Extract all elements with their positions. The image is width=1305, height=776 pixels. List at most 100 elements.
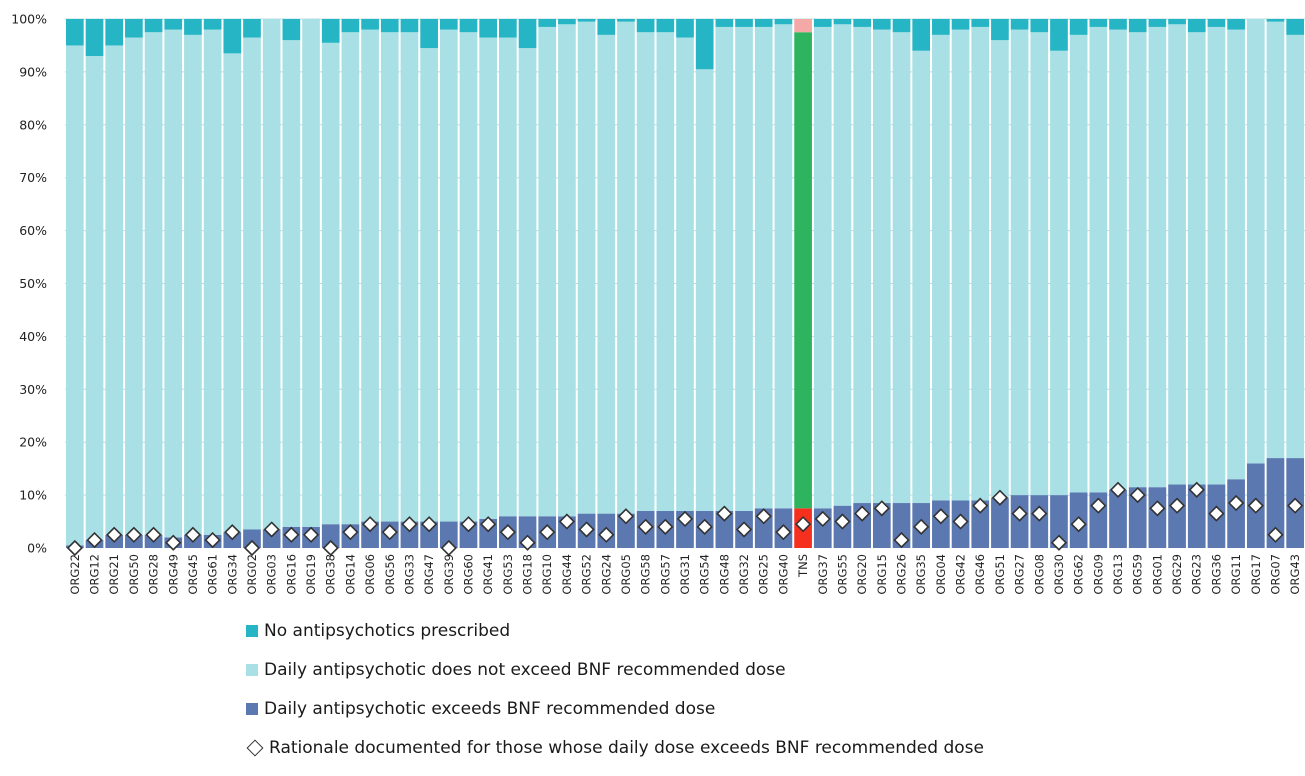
x-tick-label: ORG06 <box>363 554 377 595</box>
bar-segment-none <box>479 19 498 38</box>
x-tick-label: ORG43 <box>1288 554 1302 595</box>
rationale-diamond <box>1011 505 1028 522</box>
x-tick-label: ORG47 <box>422 554 436 595</box>
bar-segment-not-exceed <box>243 37 261 530</box>
bar-segment-none <box>282 19 301 41</box>
bar-segment-none <box>184 19 202 35</box>
bar-segment-none <box>341 19 360 33</box>
rationale-diamond <box>125 526 143 543</box>
rationale-diamond <box>972 497 989 514</box>
bar-segment-none <box>833 19 852 25</box>
diamond-icon <box>246 739 264 757</box>
bar-segment-not-exceed <box>951 29 970 501</box>
bar-segment-not-exceed <box>1128 32 1147 488</box>
legend-item-no-antipsychotics: No antipsychotics prescribed <box>246 620 984 642</box>
rationale-diamond <box>716 505 733 522</box>
bar-segment-exceed <box>243 529 261 548</box>
x-tick-label: ORG45 <box>186 554 200 595</box>
bar-segment-not-exceed <box>577 21 596 514</box>
bar-segment-not-exceed <box>321 42 340 525</box>
bar-segment-none <box>538 19 557 27</box>
rationale-diamond <box>1247 497 1264 514</box>
bar-segment-none <box>577 19 596 22</box>
rationale-diamond <box>106 526 123 543</box>
x-tick-label: ORG19 <box>304 554 318 595</box>
x-tick-label: ORG50 <box>127 554 141 595</box>
bar-segment-none <box>1286 19 1304 35</box>
legend-label: Rationale documented for those whose dai… <box>269 738 984 758</box>
rationale-diamond <box>204 531 221 549</box>
x-tick-label: ORG21 <box>107 554 121 595</box>
rationale-diamond <box>420 516 438 533</box>
bar-segment-none <box>1010 19 1029 30</box>
bar-segment-not-exceed <box>912 50 931 504</box>
rationale-diamond <box>322 539 339 557</box>
y-tick-label: 20% <box>19 435 47 450</box>
rationale-diamond <box>657 518 674 535</box>
bar-segment-not-exceed <box>203 29 222 535</box>
bar-segment-none <box>1148 19 1167 27</box>
bar-segment-not-exceed <box>223 53 242 533</box>
bar-segment-none <box>361 19 379 30</box>
x-tick-label: ORG13 <box>1111 554 1125 595</box>
bar-segment-not-exceed <box>833 24 852 506</box>
rationale-diamond <box>735 521 753 538</box>
bar-segment-exceed <box>1128 487 1147 548</box>
rationale-diamond <box>873 500 890 517</box>
rationale-diamond <box>302 526 320 543</box>
bar-segment-none <box>518 19 537 49</box>
x-tick-label: ORG02 <box>245 554 259 595</box>
rationale-diamond <box>952 513 969 530</box>
rationale-diamond <box>342 523 359 541</box>
bar-segment-exceed <box>1168 484 1186 548</box>
bar-segment-none <box>459 19 478 33</box>
x-tick-label: ORG29 <box>1170 554 1184 595</box>
x-tick-label: ORG08 <box>1032 554 1046 595</box>
x-tick-label: ORG03 <box>265 554 279 595</box>
x-tick-label: ORG36 <box>1209 554 1223 595</box>
y-tick-label: 0% <box>27 541 47 556</box>
legend-swatch-no-antipsychotics <box>246 625 258 637</box>
rationale-diamond <box>224 523 241 541</box>
bar-segment-not-exceed <box>872 29 891 504</box>
bar-segment-none <box>1266 19 1285 22</box>
bar-segment-none <box>1050 19 1068 51</box>
bar-segment-none <box>420 19 438 49</box>
bar-segment-none <box>676 19 694 38</box>
rationale-diamond <box>617 508 635 525</box>
bar-segment-not-exceed <box>892 32 911 504</box>
legend-item-not-exceed: Daily antipsychotic does not exceed BNF … <box>246 659 984 681</box>
rationale-diamond <box>381 523 398 541</box>
legend-label: No antipsychotics prescribed <box>264 621 511 641</box>
bar-segment-exceed <box>617 513 635 548</box>
bar-segment-none <box>1089 19 1108 27</box>
rationale-diamond <box>932 508 950 525</box>
x-tick-label: ORG26 <box>895 554 909 595</box>
x-tick-label: ORG28 <box>147 554 161 595</box>
bar-segment-not-exceed <box>853 26 871 504</box>
y-tick-label: 30% <box>19 382 47 397</box>
x-tick-label: ORG58 <box>639 554 653 595</box>
bar-segment-not-exceed <box>380 32 399 522</box>
bar-segment-not-exceed <box>282 40 301 527</box>
bar-segment-none <box>223 19 242 54</box>
x-tick-label: ORG07 <box>1268 554 1282 595</box>
rationale-diamond <box>1287 497 1304 514</box>
x-tick-label: ORG54 <box>698 554 712 595</box>
bar-segment-not-exceed <box>1069 34 1088 493</box>
rationale-diamond <box>637 518 654 535</box>
bar-segment-not-exceed <box>715 26 734 511</box>
bar-segment-none <box>1128 19 1147 33</box>
bar-segment-not-exceed <box>1207 26 1226 485</box>
rationale-diamond <box>480 516 497 533</box>
x-tick-label: ORG30 <box>1052 554 1066 595</box>
rationale-diamond <box>401 516 418 533</box>
bar-segment-exceed <box>262 529 281 548</box>
bar-segment-exceed <box>1187 484 1206 548</box>
rationale-diamond <box>86 531 103 549</box>
bar-segment-none <box>656 19 675 33</box>
rationale-diamond <box>1050 534 1068 551</box>
bar-segment-not-exceed <box>1246 19 1265 464</box>
rationale-diamond <box>1227 494 1245 512</box>
bar-segment-none <box>597 19 616 35</box>
